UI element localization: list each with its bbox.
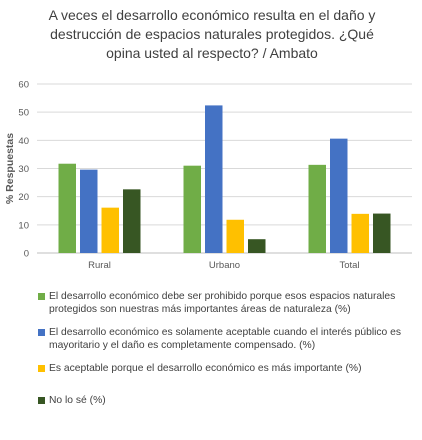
chart-title: A veces el desarrollo económico resulta … (48, 7, 376, 61)
legend-swatch (38, 365, 45, 372)
legend: El desarrollo económico debe ser prohibi… (38, 290, 418, 418)
legend-item: El desarrollo económico es solamente ace… (38, 326, 418, 352)
bar-total-series-1 (308, 164, 326, 253)
y-tick-label: 20 (18, 192, 29, 203)
legend-swatch (38, 293, 45, 300)
legend-label: El desarrollo económico debe ser prohibi… (49, 291, 396, 315)
legend-item: El desarrollo económico debe ser prohibi… (38, 290, 418, 316)
legend-label: El desarrollo económico es solamente ace… (49, 327, 402, 351)
y-tick-label: 10 (18, 220, 29, 231)
chart-plot: 0 10 20 30 40 50 60 % Respuestas Rural Urbano Tota… (4, 80, 412, 272)
gridlines (37, 83, 412, 226)
y-axis-label: % Respuestas (4, 133, 16, 204)
axis-labels: 0 10 20 30 40 50 60 % Respuestas Rural Urbano Tota… (4, 80, 360, 272)
bar-rural-series-2 (80, 169, 98, 253)
bars (58, 105, 391, 253)
legend-label: No lo sé (%) (49, 395, 106, 406)
y-tick-label: 30 (18, 164, 29, 175)
legend-swatch (38, 329, 45, 336)
x-tick-label: Rural (88, 260, 111, 271)
x-tick-label: Urbano (209, 260, 240, 271)
y-tick-label: 50 (18, 108, 29, 119)
y-tick-label: 0 (24, 249, 29, 260)
bar-rural-series-4 (123, 189, 141, 253)
y-tick-label: 40 (18, 136, 29, 147)
bar-urbano-series-3 (226, 219, 244, 253)
bar-rural-series-3 (101, 207, 119, 253)
bar-urbano-series-1 (183, 165, 201, 253)
bar-urbano-series-2 (205, 105, 223, 253)
bar-total-series-3 (351, 213, 369, 253)
bar-total-series-4 (373, 213, 391, 253)
legend-item: No lo sé (%) (38, 394, 418, 407)
legend-label: Es aceptable porque el desarrollo económ… (49, 363, 362, 374)
bar-urbano-series-4 (248, 239, 266, 253)
x-tick-label: Total (339, 260, 359, 271)
y-tick-label: 60 (18, 80, 29, 91)
legend-item: Es aceptable porque el desarrollo económ… (38, 362, 418, 375)
bar-total-series-2 (330, 138, 348, 253)
legend-swatch (38, 397, 45, 404)
bar-rural-series-1 (58, 163, 76, 253)
